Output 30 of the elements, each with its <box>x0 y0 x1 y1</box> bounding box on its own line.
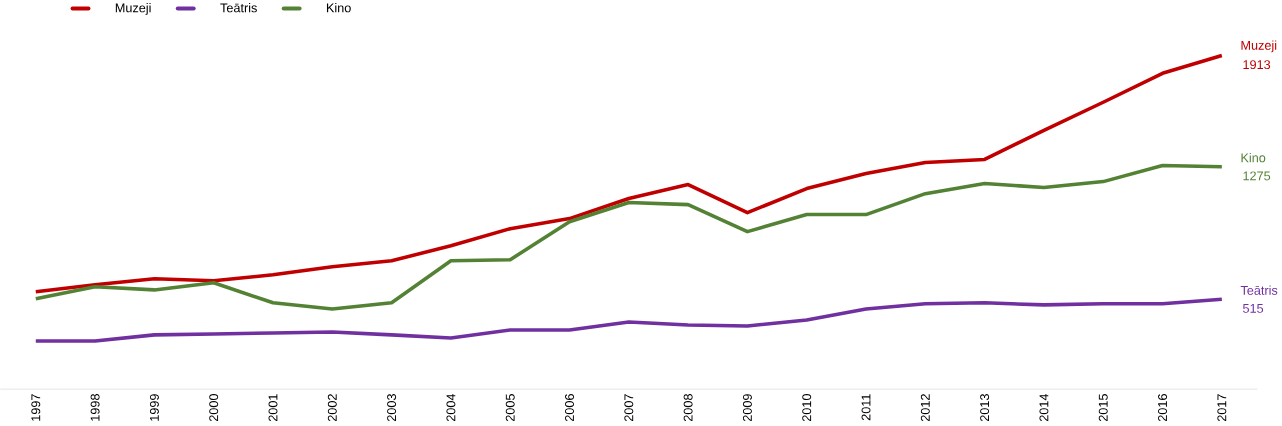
text: Muzeji <box>1241 40 1277 53</box>
x-tick-label: 2013 <box>980 394 990 422</box>
x-tick-label: 2016 <box>1158 394 1168 422</box>
x-tick-label: 2014 <box>1039 393 1049 422</box>
x-tick-label: 2002 <box>327 394 337 422</box>
x-tick-label: 2015 <box>1098 394 1108 422</box>
data-label: 1913 <box>1243 60 1271 70</box>
x-tick-label: 2000 <box>209 394 219 422</box>
x-tick-label: 2010 <box>802 394 812 422</box>
x-tick-label: 2009 <box>742 394 752 422</box>
x-tick-label: 2007 <box>624 394 634 422</box>
legend-label: Kino <box>326 3 351 13</box>
x-tick-label: 2012 <box>920 394 930 422</box>
x-tick-label: 1998 <box>90 394 100 421</box>
data-label: 1275 <box>1243 171 1271 181</box>
x-tick-label: 2017 <box>1217 394 1227 422</box>
text: Kino <box>1241 153 1266 163</box>
legend-label: Muzeji <box>115 3 151 15</box>
x-tick-label: 2005 <box>505 394 515 422</box>
x-tick-label: 2001 <box>268 394 278 422</box>
x-tick-label: 2003 <box>387 394 397 422</box>
x-tick-label: 2004 <box>446 393 456 422</box>
text: Teātris <box>1240 285 1278 295</box>
x-tick-label: 1997 <box>31 394 41 421</box>
x-tick-label: 1999 <box>149 394 159 421</box>
data-label: 515 <box>1242 304 1264 313</box>
legend-label: Teātris <box>220 3 257 13</box>
x-tick-label: 2011 <box>861 394 871 421</box>
x-tick-label: 2006 <box>565 394 574 422</box>
x-tick-label: 2008 <box>683 394 693 422</box>
